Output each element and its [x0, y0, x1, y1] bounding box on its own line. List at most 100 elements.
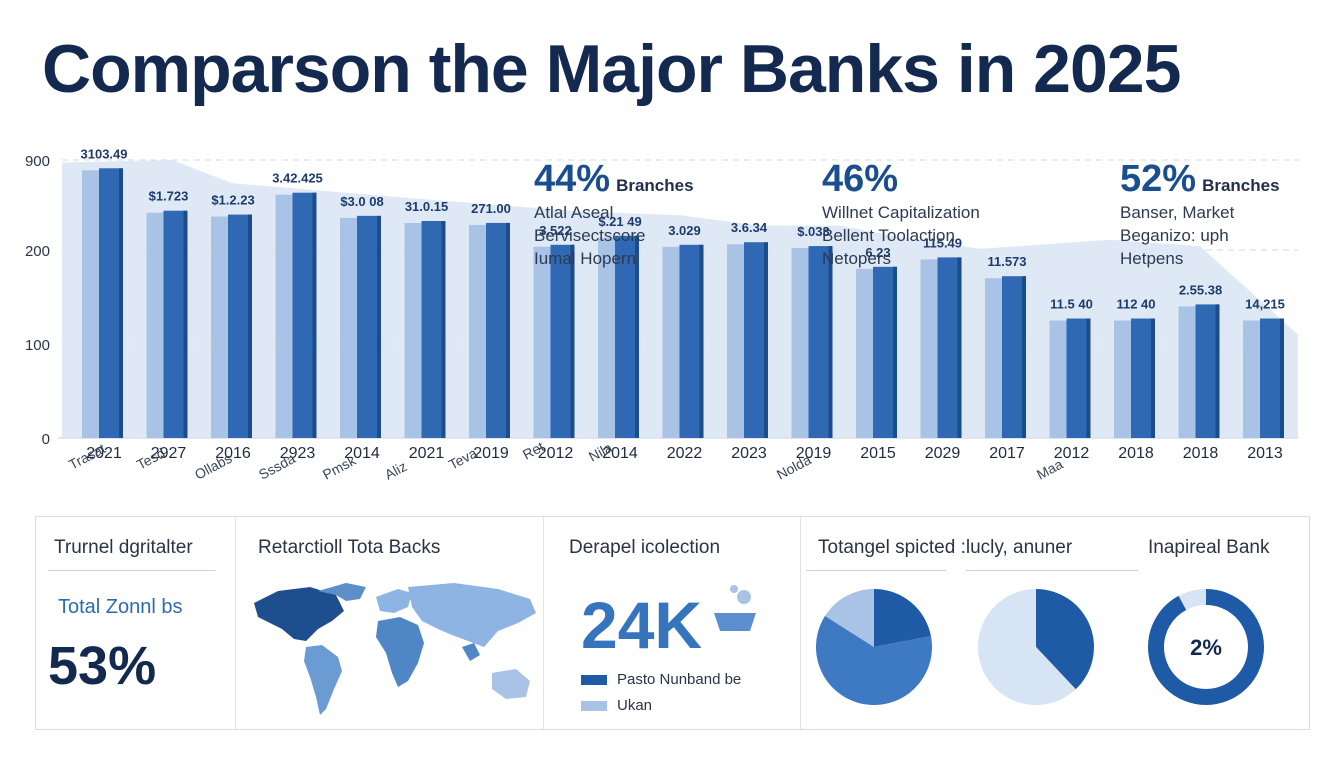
panel-1-subtitle: Total Zonnl bs [58, 596, 183, 618]
x-tick-label: 2015 [860, 445, 896, 462]
bar-edge [893, 266, 897, 438]
page-title: Comparson the Major Banks in 2025 [42, 31, 1181, 107]
callout-1-line-3: Iumal Hopern [534, 249, 637, 268]
pie-1-slice [825, 589, 874, 647]
callout-1-value: 44% [534, 158, 611, 200]
y-tick-label: 900 [25, 153, 50, 170]
bar-back [598, 237, 615, 438]
x-tick-label: 2016 [215, 445, 251, 462]
pie-chart-2 [978, 589, 1094, 705]
data-label: 3.42.425 [272, 171, 323, 186]
bar-back [533, 246, 551, 438]
bar-edge [764, 242, 768, 438]
bar-back [1049, 320, 1067, 438]
data-label: $.033 [797, 224, 830, 239]
data-label: 3.522 [539, 223, 572, 238]
x-tick-label: 2012 [1054, 445, 1090, 462]
asia-shape [408, 583, 536, 647]
bar-edge [119, 168, 123, 439]
legend-swatch-light [581, 700, 607, 711]
bar-edge [1151, 318, 1155, 438]
bar-edge [312, 192, 317, 438]
donut-chart: 2% [1148, 589, 1264, 705]
panel-1-rule [48, 570, 216, 571]
data-label: $.21 49 [598, 214, 641, 229]
bar-back [727, 244, 744, 438]
bar-back [856, 268, 873, 438]
bar-edge [635, 235, 639, 438]
coin-stack-icon [714, 585, 756, 631]
panel-divider [543, 517, 544, 729]
data-label: $3.0 08 [340, 194, 383, 209]
world-map-icon [254, 583, 536, 715]
panel-3-title: Derapel icolection [569, 537, 721, 558]
y-tick-label: 200 [25, 243, 50, 260]
bar-edge [1280, 318, 1284, 438]
y-tick-label: 100 [25, 337, 50, 354]
world-map [254, 583, 536, 715]
pie-chart-1 [816, 589, 932, 705]
data-label: $1.2.23 [211, 193, 254, 208]
south-america-shape [304, 645, 342, 715]
legend-swatch-dark [581, 674, 607, 685]
rotated-category-label: Ollabs [192, 450, 235, 483]
callout-1-line-1: Atlal Aseal [534, 203, 614, 222]
panel-1-value: 53% [48, 636, 157, 696]
callout-3-line-1: Banser, Market [1120, 203, 1235, 222]
pie-2-slice [1036, 589, 1094, 690]
panel-1-title: Trurnel dgritalter [54, 537, 193, 558]
bar-back [275, 194, 293, 438]
bar-back [791, 248, 809, 438]
bar-edge [1022, 276, 1026, 438]
australia-shape [492, 669, 530, 699]
x-tick-label: 2012 [538, 445, 574, 462]
africa-shape [376, 617, 424, 687]
y-tick-label: 0 [42, 431, 50, 448]
callout-3: 52% Branches Banser, Market Beganizo: uph… [1120, 158, 1280, 270]
panel-3-value: 24K [581, 588, 703, 662]
data-label: 271.00 [471, 201, 511, 216]
summary-panel: Trurnel dgritalter Total Zonnl bs 53% Re… [35, 516, 1310, 730]
data-label: 11.573 [987, 254, 1026, 269]
panel-2-title: Retarctioll Tota Backs [258, 537, 441, 558]
legend-item-1: Pasto Nunband be [581, 671, 741, 688]
bar-back [1243, 320, 1260, 438]
bar-edge [506, 222, 510, 438]
bar-edge [1215, 304, 1220, 438]
x-tick-label: 2017 [989, 445, 1025, 462]
callout-2: 46% Willnet Capitalization Bellent Toola… [822, 158, 980, 270]
legend-label-1: Pasto Nunband be [617, 671, 742, 688]
x-tick-label: 2013 [1247, 445, 1283, 462]
x-tick-label: 2021 [409, 445, 445, 462]
callout-2-line-2: Bellent Toolaction [822, 226, 955, 245]
europe-shape [376, 589, 412, 613]
north-america-shape [254, 587, 344, 641]
x-tick-label: 2923 [280, 445, 316, 462]
data-label: 3.6.34 [731, 220, 768, 235]
callout-2-line-1: Willnet Capitalization [822, 203, 980, 222]
panel-divider [800, 517, 801, 729]
pie-1-slice [816, 615, 932, 705]
bar-back [404, 223, 422, 438]
donut-value: 2% [1190, 635, 1222, 660]
legend-item-2: Ukan [581, 697, 652, 714]
callout-1: 44% Branches Atlal Aseal Bervisectscore I… [534, 158, 694, 270]
bar-back [469, 224, 486, 438]
x-tick-label: 2018 [1118, 445, 1154, 462]
callout-2-line-3: Netopers [822, 249, 891, 268]
x-tick-label: 2018 [1183, 445, 1219, 462]
x-tick-label: 2019 [473, 445, 509, 462]
bar-edge [183, 210, 188, 438]
data-label: 2.55.38 [1179, 282, 1222, 297]
legend-label-2: Ukan [617, 697, 653, 714]
bar-back [82, 170, 99, 439]
callout-3-line-3: Hetpens [1120, 249, 1184, 268]
bar-back [146, 212, 164, 438]
panel-4-rule-2 [966, 570, 1138, 571]
callout-3-value: 52% [1120, 158, 1197, 200]
bar-edge [441, 221, 446, 438]
data-label: 6.23 [865, 245, 890, 260]
x-tick-label: 2014 [602, 445, 638, 462]
x-tick-label: 2022 [667, 445, 703, 462]
bar-back [340, 217, 357, 438]
